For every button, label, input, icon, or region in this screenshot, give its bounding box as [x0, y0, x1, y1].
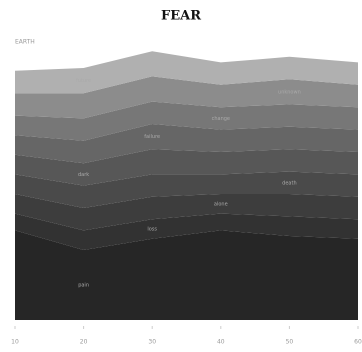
x-tick-label: 40 — [217, 339, 225, 346]
layer-label: unknown — [278, 89, 301, 95]
layer-label: alone — [214, 201, 228, 207]
layer-label: death — [282, 180, 296, 186]
x-tick-label: 30 — [148, 339, 156, 346]
area-layer — [15, 230, 358, 320]
x-tick-label: 10 — [11, 339, 19, 346]
layer-label: future — [76, 78, 91, 84]
layer-label: change — [212, 116, 230, 122]
layer-label: loss — [147, 227, 157, 233]
layer-label: dark — [78, 172, 89, 178]
area-layer — [15, 51, 358, 94]
area-layer — [15, 213, 358, 250]
area-layer — [15, 194, 358, 231]
area-layer — [15, 124, 358, 164]
x-tick-label: 20 — [80, 339, 88, 346]
y-axis-label: EARTH — [15, 39, 35, 46]
area-layer — [15, 101, 358, 141]
area-layer — [15, 149, 358, 186]
x-tick-label: 50 — [286, 339, 294, 346]
layer-label: pain — [78, 283, 89, 289]
layer-label: failure — [144, 134, 160, 140]
x-tick-label: 60 — [354, 339, 362, 346]
area-layer — [15, 171, 358, 208]
area-layer — [15, 76, 358, 119]
chart-title: FEAR — [161, 9, 201, 24]
